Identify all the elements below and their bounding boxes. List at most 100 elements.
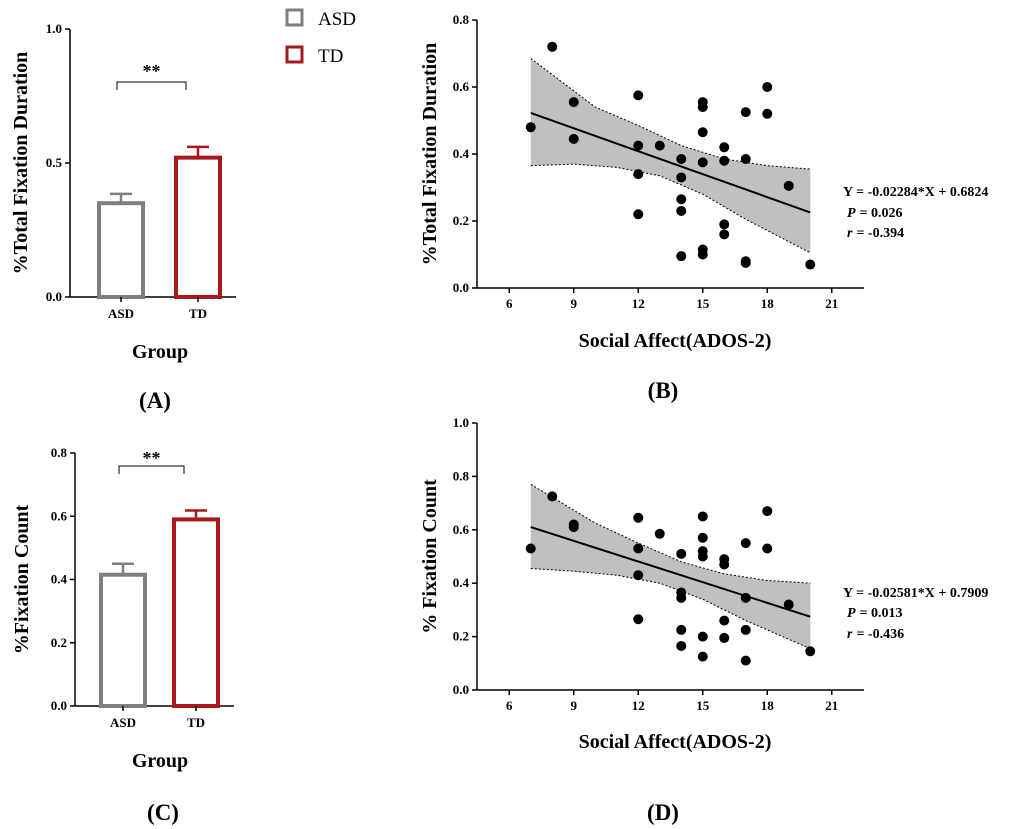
panel-b-p-label: P: [847, 206, 856, 221]
confidence-band-upper: [530, 58, 811, 170]
data-point: [762, 506, 773, 517]
panel-d-scatter-plot: 0.0 0.2 0.4 0.6 0.8 1.0 6 9 12 15 18 21 Social Affec…: [419, 415, 864, 753]
panel-b-equation: Y = -0.02284*X + 0.6824: [843, 185, 988, 200]
data-point: [697, 249, 708, 260]
y-tick-label: 0.2: [453, 213, 469, 228]
y-tick-label: 0.8: [51, 445, 68, 460]
x-axis-title: Social Affect(ADOS-2): [579, 330, 772, 352]
data-point: [719, 155, 730, 166]
data-point: [633, 209, 644, 220]
significance-marker: **: [143, 61, 161, 81]
legend-label-td: TD: [318, 46, 343, 67]
panel-d-r-label: r: [847, 627, 853, 642]
x-tick-label: 6: [506, 698, 513, 713]
panel-label-b: (B): [648, 378, 679, 403]
data-point: [719, 219, 730, 230]
data-point: [676, 251, 687, 262]
x-tick-label: 21: [825, 698, 838, 713]
y-axis-title: %Total Fixation Duration: [10, 52, 32, 275]
panel-b-r-value: r = -0.394: [847, 226, 904, 241]
data-point: [568, 522, 579, 533]
panel-d-p-label: P: [847, 606, 856, 621]
x-tick-label-td: TD: [187, 715, 205, 730]
y-tick-label: 0.0: [453, 682, 469, 697]
y-tick-label: 0.5: [46, 155, 63, 170]
confidence-band: [530, 484, 811, 649]
data-point: [633, 169, 644, 180]
data-point: [805, 259, 816, 270]
y-tick-label: 0.0: [46, 289, 62, 304]
data-point: [633, 90, 644, 101]
x-tick-label: 15: [696, 296, 710, 311]
panel-b-p-value: P = 0.026: [847, 206, 903, 221]
data-point: [719, 615, 730, 626]
data-point: [676, 592, 687, 603]
data-point: [676, 640, 687, 651]
data-point: [633, 570, 644, 581]
data-point: [525, 122, 536, 133]
significance-bracket: [116, 81, 187, 90]
x-tick-label: 21: [825, 296, 838, 311]
legend-swatch-td: [285, 45, 304, 64]
legend-swatch-asd: [285, 8, 304, 27]
data-point: [676, 624, 687, 635]
data-point: [697, 651, 708, 662]
data-point: [633, 614, 644, 625]
y-tick-label: 0.0: [453, 280, 469, 295]
y-tick-label: 0.8: [453, 468, 470, 483]
data-point: [740, 655, 751, 666]
x-tick-label: 9: [571, 296, 578, 311]
data-point: [697, 157, 708, 168]
data-point: [740, 154, 751, 165]
data-point: [783, 180, 794, 191]
data-point: [719, 229, 730, 240]
bar-asd: [99, 572, 147, 708]
data-point: [525, 543, 536, 554]
data-point: [676, 205, 687, 216]
x-tick-label: 6: [506, 296, 513, 311]
data-point: [719, 142, 730, 153]
data-point: [697, 102, 708, 113]
x-tick-label: 9: [571, 698, 578, 713]
y-tick-label: 0.6: [453, 79, 470, 94]
data-point: [676, 154, 687, 165]
data-point: [568, 97, 579, 108]
data-point: [633, 140, 644, 151]
y-tick-label: 0.4: [51, 572, 68, 587]
panel-c-bar-chart: 0.0 0.2 0.4 0.6 0.8 ASD TD ** Group %Fixation Cou…: [11, 445, 234, 772]
data-point: [654, 528, 665, 539]
panel-b-p-number: = 0.026: [860, 206, 903, 221]
x-tick-label-asd: ASD: [110, 715, 136, 730]
y-tick-label: 0.2: [51, 635, 67, 650]
confidence-band-upper: [530, 483, 811, 584]
y-tick-label: 0.4: [453, 575, 470, 590]
regression-line: [530, 112, 811, 214]
data-point: [697, 631, 708, 642]
bar-td: [172, 517, 220, 708]
data-point: [740, 107, 751, 118]
data-point: [633, 512, 644, 523]
data-point: [740, 592, 751, 603]
y-axis-title: %Total Fixation Duration: [419, 43, 441, 266]
legend: ASD TD: [285, 8, 356, 67]
confidence-band: [530, 58, 811, 253]
data-point: [697, 532, 708, 543]
y-tick-label: 1.0: [453, 415, 469, 430]
panel-b-stats: Y = -0.02284*X + 0.6824 P = 0.026 r = -0.3…: [843, 185, 988, 241]
data-point: [783, 599, 794, 610]
bar-asd: [97, 201, 145, 299]
y-axis-title: % Fixation Count: [419, 479, 441, 634]
y-tick-label: 0.6: [453, 522, 470, 537]
data-point: [762, 543, 773, 554]
confidence-band-lower: [530, 163, 811, 254]
panel-d-r-number: = -0.436: [856, 627, 904, 642]
x-tick-label: 12: [632, 296, 645, 311]
data-point: [676, 548, 687, 559]
data-point: [762, 108, 773, 119]
y-tick-label: 0.0: [51, 698, 67, 713]
legend-label-asd: ASD: [318, 9, 356, 30]
data-point: [697, 511, 708, 522]
x-axis-title: Group: [132, 750, 188, 772]
x-tick-label: 18: [761, 698, 775, 713]
